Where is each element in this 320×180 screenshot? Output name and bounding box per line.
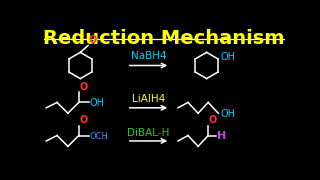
Text: H: H bbox=[217, 131, 226, 141]
Text: NaBH4: NaBH4 bbox=[131, 51, 166, 61]
Text: OH: OH bbox=[220, 109, 236, 119]
Text: 3: 3 bbox=[104, 135, 108, 140]
Text: O: O bbox=[80, 82, 88, 92]
Text: LiAlH4: LiAlH4 bbox=[132, 94, 165, 104]
Text: OH: OH bbox=[90, 98, 105, 108]
Text: Reduction Mechanism: Reduction Mechanism bbox=[43, 29, 285, 48]
Text: DiBAL-H: DiBAL-H bbox=[127, 128, 170, 138]
Text: OH: OH bbox=[220, 52, 235, 62]
Text: OCH: OCH bbox=[90, 132, 108, 141]
Text: O: O bbox=[209, 115, 217, 125]
Text: O: O bbox=[80, 115, 88, 125]
Text: O: O bbox=[89, 35, 97, 45]
